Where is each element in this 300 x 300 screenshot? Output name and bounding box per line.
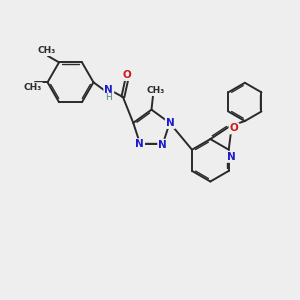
Text: N: N [226, 152, 235, 162]
Text: N: N [166, 118, 175, 128]
Text: N: N [158, 140, 167, 150]
Text: N: N [135, 139, 144, 149]
Text: H: H [105, 93, 112, 102]
Text: O: O [122, 70, 131, 80]
Text: CH₃: CH₃ [24, 83, 42, 92]
Text: N: N [104, 85, 113, 95]
Text: O: O [230, 123, 238, 133]
Text: CH₃: CH₃ [146, 86, 164, 95]
Text: CH₃: CH₃ [37, 46, 56, 55]
